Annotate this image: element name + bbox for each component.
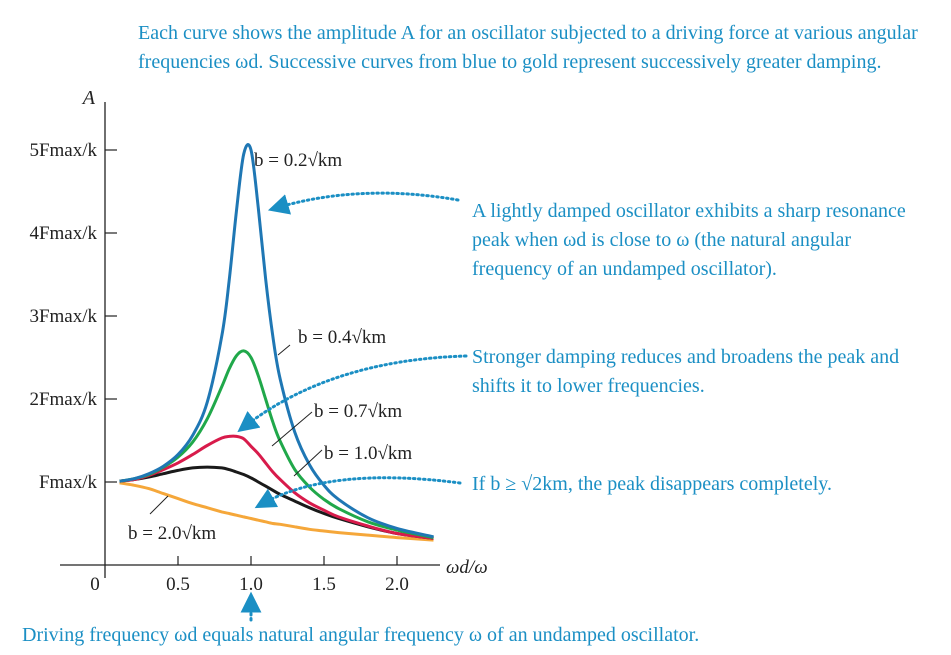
curve-label-1: b = 0.4√km xyxy=(298,327,386,348)
annotation-bottom: Driving frequency ωd equals natural angu… xyxy=(22,624,700,646)
curve-label-2: b = 0.7√km xyxy=(314,401,402,422)
series-line-3 xyxy=(119,465,434,540)
series-line-2 xyxy=(119,434,434,540)
annotation-disappears: If b ≥ √2km, the peak disappears complet… xyxy=(472,473,832,495)
annotation-arrows xyxy=(237,191,468,622)
y-axis-label: A xyxy=(81,87,96,109)
curve-labels: b = 0.2√km b = 0.4√km b = 0.7√km b = 1.0√km… xyxy=(128,150,412,544)
curves xyxy=(119,143,434,542)
x-tick-label: 1.0 xyxy=(239,574,263,595)
label-leaders xyxy=(149,344,323,515)
arrow-disappears xyxy=(254,476,462,509)
x-tick-label: 0.5 xyxy=(166,574,190,595)
y-tick-label: Fmax/k xyxy=(39,472,98,493)
curve-label-0: b = 0.2√km xyxy=(254,150,342,171)
x-tick-label: 1.5 xyxy=(312,574,336,595)
series-line-0 xyxy=(119,143,434,539)
annotation-stronger-damping: Stronger damping reduces and broadens th… xyxy=(472,346,900,397)
annotation-sharp-peak: A lightly damped oscillator exhibits a s… xyxy=(472,200,906,280)
arrow-sharp-peak xyxy=(267,191,460,215)
y-tick-label: 4Fmax/k xyxy=(29,223,97,244)
x-origin-label: 0 xyxy=(90,574,100,595)
y-tick-label: 5Fmax/k xyxy=(29,140,97,161)
y-tick-label: 2Fmax/k xyxy=(29,389,97,410)
annotation-top: Each curve shows the amplitude A for an … xyxy=(138,22,918,73)
arrow-stronger-damping xyxy=(237,354,468,433)
y-tick-label: 3Fmax/k xyxy=(29,306,97,327)
curve-label-4: b = 2.0√km xyxy=(128,523,216,544)
x-axis-label: ωd/ω xyxy=(446,557,488,578)
series-line-4 xyxy=(119,481,434,542)
axis-ticks: 0.5 1.0 1.5 2.0 Fmax/k 2Fmax/k 3Fmax/k 4Fmax/k 5… xyxy=(29,140,408,595)
curve-label-3: b = 1.0√km xyxy=(324,443,412,464)
x-tick-label: 2.0 xyxy=(385,574,409,595)
